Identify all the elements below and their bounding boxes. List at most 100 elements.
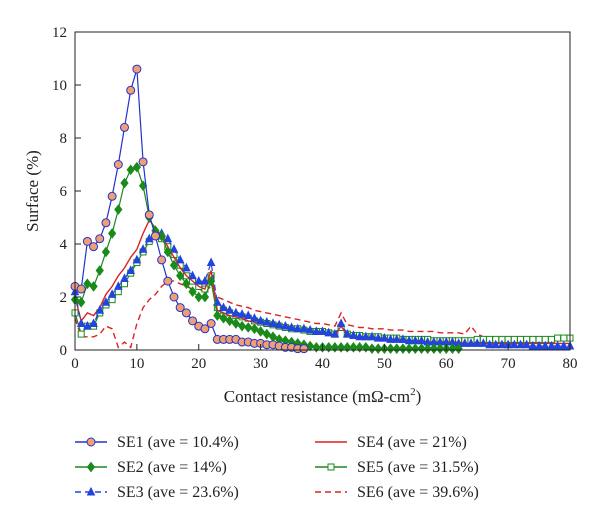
series-3-point-26 — [231, 307, 241, 317]
series-3-point-22 — [206, 257, 216, 267]
series-3-point-67 — [485, 339, 494, 349]
plot-series-layer — [70, 64, 575, 354]
series-2-point-9 — [126, 164, 135, 176]
y-tick-label-3: 6 — [60, 184, 68, 200]
series-2-point-4 — [95, 265, 104, 276]
series-2-point-1 — [77, 296, 86, 308]
series-2-point-58 — [429, 343, 439, 354]
series-3-point-32 — [268, 318, 278, 327]
series-2-point-7 — [114, 204, 123, 215]
series-1-point-7 — [113, 160, 123, 169]
series-2-point-26 — [231, 318, 241, 329]
series-2-point-28 — [244, 322, 253, 333]
series-1-point-10 — [132, 64, 142, 74]
series-3-point-21 — [200, 275, 210, 285]
series-1-point-4 — [95, 234, 105, 244]
legend-item-3: SE3 (ave = 23.6%) — [75, 484, 239, 501]
series-1-point-21 — [200, 324, 210, 334]
series-2-point-19 — [188, 286, 197, 298]
series-1-point-16 — [169, 292, 179, 302]
series-1-point-17 — [175, 303, 185, 313]
series-3-point-6 — [107, 289, 117, 298]
series-5-point-78 — [554, 334, 562, 342]
legend-swatch-marker-3 — [86, 486, 96, 496]
series-5-point-1 — [77, 330, 85, 338]
series-2-point-59 — [435, 343, 445, 354]
series-2-point-21 — [200, 291, 210, 303]
series-2-point-15 — [163, 246, 172, 258]
series-3-point-9 — [126, 265, 135, 274]
series-3-point-18 — [182, 262, 191, 272]
series-1-point-12 — [144, 210, 154, 220]
plot-frame — [74, 31, 571, 351]
x-tick-label-0: 0 — [71, 356, 79, 372]
legend-item-2: SE2 (ave = 14%) — [75, 459, 227, 476]
series-3-point-53 — [398, 334, 408, 343]
y-tick-label-6: 12 — [52, 25, 67, 41]
series-2-point-29 — [250, 323, 259, 335]
series-3-point-2 — [83, 321, 92, 330]
series-3-point-4 — [95, 305, 105, 314]
series-2-point-18 — [182, 278, 191, 290]
x-tick-label-7: 70 — [501, 356, 516, 372]
series-3-point-74 — [528, 340, 538, 350]
series-2-point-5 — [101, 246, 111, 258]
series-1-point-9 — [126, 85, 136, 95]
series-1 — [70, 64, 309, 354]
series-2-point-23 — [213, 310, 222, 321]
series-2-point-61 — [448, 343, 457, 354]
series-2-point-52 — [392, 343, 401, 354]
y-axis-label: Surface (%) — [23, 150, 42, 232]
series-1-point-19 — [188, 316, 198, 326]
legend: SE1 (ave = 10.4%) SE2 (ave = 14%) SE3 (ave… — [75, 434, 479, 501]
series-2-point-16 — [169, 259, 179, 271]
series-3-point-78 — [553, 340, 562, 350]
series-2-point-51 — [386, 343, 395, 354]
series-3-point-41 — [324, 327, 333, 337]
series-2-point-2 — [83, 278, 92, 290]
series-2-point-10 — [132, 161, 142, 173]
series-3-point-79 — [559, 340, 569, 350]
series-3-point-25 — [225, 305, 234, 314]
series-1-point-22 — [206, 319, 216, 328]
series-2-point-8 — [120, 177, 129, 189]
series-2-point-56 — [417, 343, 426, 354]
y-tick-label-2: 4 — [60, 237, 68, 253]
series-1-point-14 — [157, 255, 167, 265]
series-2-point-31 — [262, 328, 271, 340]
series-3-point-46 — [355, 331, 364, 341]
legend-swatch-marker-1 — [86, 437, 96, 447]
series-1-point-2 — [82, 236, 92, 246]
series-2-point-62 — [454, 343, 463, 354]
legend-label-2: SE2 (ave = 14%) — [117, 459, 227, 476]
legend-item-6: SE6 (ave = 39.6%) — [315, 484, 479, 501]
legend-item-5: SE5 (ave = 31.5%) — [315, 459, 479, 476]
series-2-point-57 — [423, 343, 432, 354]
series-2-point-48 — [367, 343, 377, 354]
legend-label-1: SE1 (ave = 10.4%) — [117, 434, 239, 451]
x-tick-label-8: 80 — [563, 356, 578, 372]
series-3-point-5 — [101, 297, 111, 306]
series-3 — [70, 228, 575, 350]
series-3-point-72 — [516, 339, 525, 349]
legend-item-1: SE1 (ave = 10.4%) — [75, 434, 239, 451]
series-3-point-38 — [305, 325, 315, 334]
series-3-point-35 — [287, 322, 296, 331]
legend-label-5: SE5 (ave = 31.5%) — [357, 459, 479, 476]
x-tick-label-6: 60 — [439, 356, 454, 372]
series-2-point-53 — [398, 343, 408, 354]
x-tick-label-1: 10 — [129, 356, 144, 372]
series-2-point-20 — [194, 291, 203, 303]
series-3-point-10 — [132, 254, 142, 264]
legend-item-4: SE4 (ave = 21%) — [315, 434, 467, 451]
series-3-point-12 — [144, 233, 154, 243]
series-3-point-7 — [114, 281, 123, 290]
series-2-point-6 — [107, 228, 117, 239]
series-3-point-63 — [460, 338, 470, 347]
series-2-point-49 — [374, 343, 383, 354]
x-tick-label-5: 50 — [377, 356, 392, 372]
series-3-point-19 — [188, 270, 197, 280]
series-5-line — [74, 235, 570, 342]
series-3-point-44 — [342, 328, 352, 338]
